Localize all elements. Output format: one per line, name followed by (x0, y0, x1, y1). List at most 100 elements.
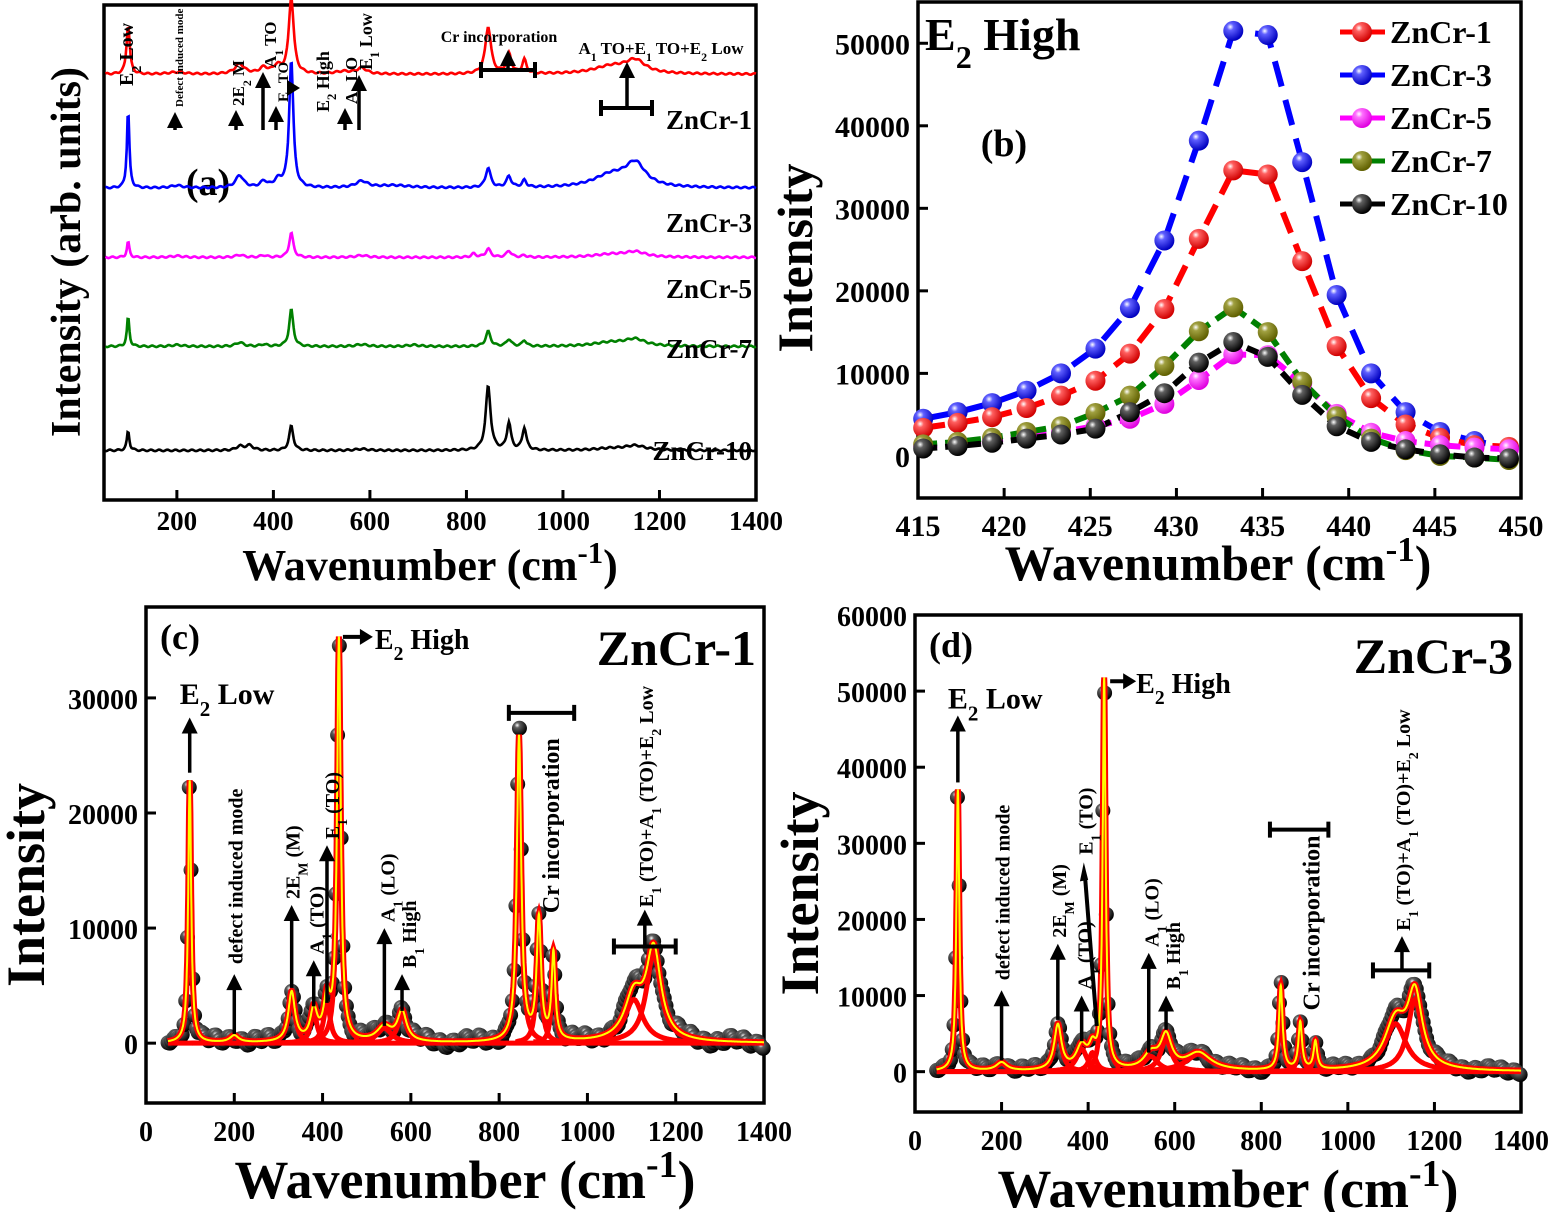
annotation-arrow (619, 62, 635, 108)
text-span: -1 (646, 1144, 678, 1186)
data-point-zncr-10 (1430, 444, 1451, 465)
plot-frame (102, 3, 758, 502)
text-span: Cr incorporation (539, 738, 565, 913)
data-point-zncr-10 (1395, 439, 1416, 460)
data-point-zncr-10 (1188, 352, 1209, 373)
text-span: ) (677, 1150, 695, 1210)
text-span: A (579, 39, 592, 58)
annotation-arrow (305, 960, 322, 1007)
text-span: ) (1415, 535, 1432, 591)
panel-c: 0 200 400 600 800 1000 1200 1400 0 10000 20000 3000… (0, 605, 792, 1210)
text-span: E (636, 894, 658, 907)
text-span: High (313, 51, 333, 94)
subscript: 2 (968, 702, 979, 726)
annotation-arrow (1158, 995, 1175, 1030)
data-point-zncr-1 (1292, 251, 1313, 272)
data-point-zncr-1 (1223, 160, 1244, 181)
data-point-zncr-3 (1016, 380, 1037, 401)
panel-a: 200 400 600 800 1000 1200 1400 Wavenumber (cm-1… (44, 0, 783, 590)
data-point-zncr-1 (1326, 336, 1347, 357)
legend-item: ZnCr-5 (1340, 100, 1492, 136)
text-span: E (356, 58, 376, 70)
annotation-label: defect induced mode (993, 805, 1015, 981)
text-span: High (399, 901, 421, 948)
data-point-zncr-10 (1050, 424, 1071, 445)
series-label: ZnCr-3 (666, 208, 752, 238)
x-tick-label: 1200 (1406, 1126, 1462, 1157)
x-tick-label: 450 (1499, 510, 1544, 543)
data-point-zncr-3 (1361, 363, 1382, 384)
text-span: (TO) (322, 772, 344, 819)
annotation-arrow (226, 974, 243, 1034)
x-axis-title: Wavenumber (cm-1) (998, 1153, 1459, 1212)
text-span: M (229, 60, 248, 80)
text-span: (TO) (1076, 788, 1098, 835)
text-span: 2E (229, 86, 248, 106)
annotation-arrow (228, 110, 244, 130)
annotation-label: E1 (TO) (322, 772, 351, 839)
annotation-label: 2EM (M) (283, 825, 312, 899)
annotation-label: A1 (LO) (377, 853, 406, 922)
data-point-zncr-10 (1085, 418, 1106, 439)
text-span: TO (276, 62, 292, 87)
text-span: E (116, 73, 138, 86)
subscript: 2 (394, 643, 404, 664)
text-span: High (1165, 669, 1232, 700)
text-span: Low (210, 678, 275, 711)
y-axis-title: Intensity (767, 164, 823, 353)
arrow-head (359, 628, 373, 645)
annotation-label: Cr incorporation (539, 738, 565, 913)
text-span: B (1163, 976, 1185, 989)
annotation-label: Cr incorporation (1300, 835, 1326, 1010)
x-tick-label: 430 (1154, 510, 1199, 543)
y-axis-title: Intensity (arb. units) (44, 67, 90, 437)
y-tick-label: 10000 (835, 358, 910, 391)
annotation-arrow (167, 112, 183, 130)
annotation-arrow (337, 108, 353, 130)
x-tick-label: 440 (1326, 510, 1371, 543)
subscript: 2 (130, 66, 145, 73)
subscript: 1 (649, 807, 664, 814)
text-span: E (925, 9, 956, 60)
subscript: 2 (956, 39, 972, 75)
data-point-zncr-10 (1154, 383, 1175, 404)
cumulative-fit-outline (935, 677, 1521, 1074)
data-point-zncr-3 (1257, 25, 1278, 46)
arrow-head (500, 50, 516, 66)
data-point-zncr-1 (982, 407, 1003, 428)
data-point-zncr-3 (1050, 363, 1071, 384)
text-span: Low (1393, 709, 1415, 752)
legend: ZnCr-1 ZnCr-3 ZnCr-5 ZnCr-7 ZnCr-10 (1340, 14, 1508, 222)
subscript: 1 (368, 52, 382, 58)
y-tick-label: 50000 (837, 678, 907, 709)
series-line-zncr-7 (922, 303, 1510, 463)
arrow-head (337, 108, 353, 124)
legend-label: ZnCr-5 (1390, 100, 1492, 136)
x-tick-label: 1200 (648, 1117, 704, 1148)
data-point-zncr-3 (1154, 230, 1175, 251)
legend-label: ZnCr-3 (1390, 57, 1492, 93)
text-span: E (313, 100, 333, 112)
data-point-zncr-1 (1395, 414, 1416, 435)
text-span: LO (342, 57, 361, 86)
panel-label: (a) (186, 162, 230, 204)
subscript: 1 (1088, 968, 1103, 975)
x-tick-label: 435 (1240, 510, 1285, 543)
legend-marker (1352, 22, 1372, 42)
text-span: (LO) (377, 853, 399, 900)
annotation-arrow (636, 909, 653, 947)
text-span: Low (707, 39, 744, 58)
text-span: Low (978, 683, 1043, 716)
text-span: Defect induced mode (174, 9, 186, 107)
annotation-label: A1 TO (261, 22, 286, 68)
data-point-zncr-5 (1188, 369, 1209, 390)
y-tick-label: 30000 (68, 685, 138, 716)
text-span: ) (603, 541, 618, 590)
arrow-head (1073, 995, 1090, 1012)
text-span: A (261, 55, 280, 68)
y-tick-label: 0 (124, 1030, 138, 1061)
annotation-arrow (1079, 862, 1099, 1027)
data-point-zncr-1 (1257, 164, 1278, 185)
text-span: E (276, 92, 292, 102)
